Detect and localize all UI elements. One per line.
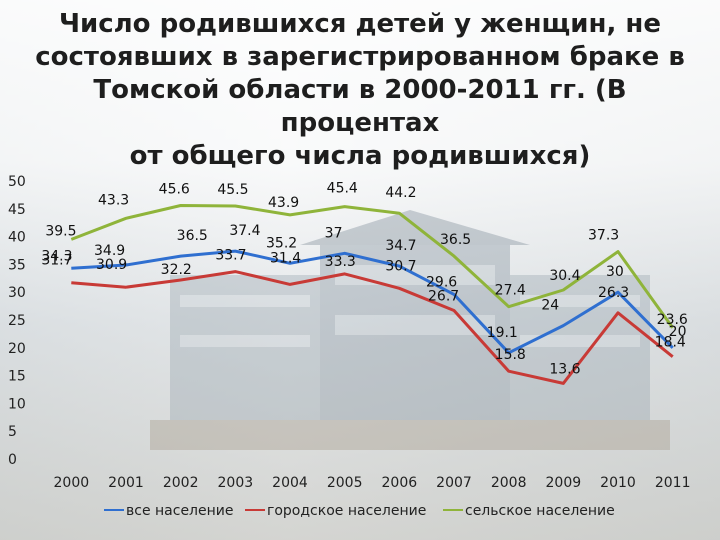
x-tick-label: 2002 [163, 475, 199, 491]
series-line-3 [70, 204, 674, 329]
y-tick-label: 15 [8, 369, 26, 385]
data-label: 20 [669, 324, 687, 340]
data-label: 33.3 [325, 254, 356, 270]
x-tick-label: 2010 [600, 475, 636, 491]
y-tick-label: 5 [8, 424, 17, 440]
data-label: 13.6 [549, 361, 580, 377]
legend-entry: сельское население [465, 503, 615, 519]
data-label: 33.7 [215, 248, 246, 264]
y-tick-label: 45 [8, 202, 26, 218]
y-tick-label: 25 [8, 313, 26, 329]
y-tick-label: 0 [8, 452, 17, 468]
data-label: 27.4 [495, 283, 526, 299]
chart-legend: все население городское население сельское… [104, 503, 615, 519]
data-label: 36.5 [440, 232, 471, 248]
data-label: 19.1 [487, 325, 518, 341]
data-label: 15.8 [495, 347, 526, 363]
data-label: 36.5 [177, 228, 208, 244]
y-tick-label: 20 [8, 341, 26, 357]
series-line-2 [71, 270, 674, 385]
chart-data-labels: 34.3 34.9 36.5 37.4 35.2 37 34.7 29.6 19.1 24 30 20… [41, 181, 688, 378]
chart-title: Число родившихся детей у женщин, не сост… [35, 9, 685, 171]
data-label: 31.4 [270, 250, 301, 266]
chart-series-lines [70, 204, 674, 385]
data-label: 44.2 [385, 185, 416, 201]
data-label: 30.4 [549, 268, 580, 284]
data-label: 18.4 [655, 335, 686, 351]
data-label: 32.2 [161, 262, 192, 278]
chart-axes: 0 5 10 15 20 25 30 35 40 45 50 2000 2001 2002 2003 2004… [8, 174, 690, 491]
x-tick-label: 2000 [54, 475, 90, 491]
data-label: 37 [325, 225, 343, 241]
x-tick-label: 2006 [382, 475, 418, 491]
data-label: 45.4 [327, 181, 358, 197]
x-tick-label: 2007 [436, 475, 472, 491]
series-line-1 [71, 249, 674, 355]
data-label: 30.7 [385, 258, 416, 274]
data-label: 23.6 [657, 312, 688, 328]
y-tick-label: 50 [8, 174, 26, 190]
x-tick-label: 2005 [327, 475, 363, 491]
x-tick-label: 2011 [655, 475, 691, 491]
y-tick-label: 10 [8, 396, 26, 412]
data-label: 26.7 [428, 289, 459, 305]
legend-entry: все население [126, 503, 233, 519]
data-label: 31.7 [41, 253, 72, 269]
x-tick-label: 2003 [218, 475, 254, 491]
data-label: 45.5 [217, 182, 248, 198]
data-label: 37.3 [588, 228, 619, 244]
x-tick-label: 2008 [491, 475, 527, 491]
data-label: 34.9 [94, 243, 125, 259]
data-label: 45.6 [159, 181, 190, 197]
data-label: 24 [541, 298, 559, 314]
data-label: 26.3 [598, 285, 629, 301]
data-label: 43.9 [268, 195, 299, 211]
data-label: 43.3 [98, 192, 129, 208]
y-tick-label: 35 [8, 257, 26, 273]
data-label: 35.2 [266, 235, 297, 251]
data-label: 34.7 [385, 238, 416, 254]
legend-entry: городское население [267, 503, 426, 519]
data-label: 30.9 [96, 257, 127, 273]
y-tick-label: 30 [8, 285, 26, 301]
data-label: 30 [606, 264, 624, 280]
x-tick-label: 2004 [272, 475, 308, 491]
data-label: 39.5 [45, 223, 76, 239]
data-label: 29.6 [426, 274, 457, 290]
data-label: 34.3 [41, 248, 72, 264]
x-tick-label: 2001 [108, 475, 144, 491]
data-label: 37.4 [229, 223, 260, 239]
x-tick-label: 2009 [546, 475, 582, 491]
y-tick-label: 40 [8, 230, 26, 246]
